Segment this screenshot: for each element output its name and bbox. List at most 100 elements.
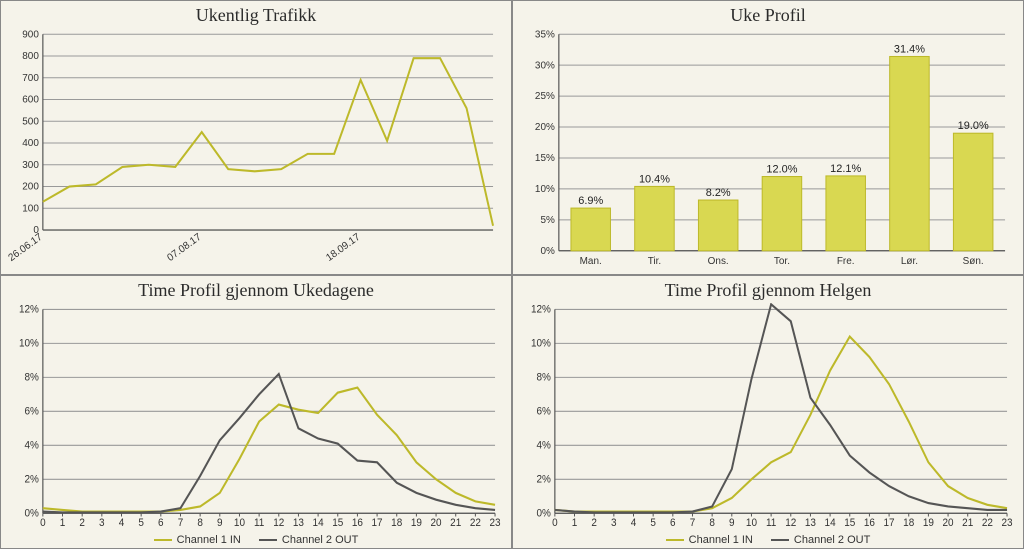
svg-text:6.9%: 6.9% bbox=[578, 195, 603, 207]
svg-text:30%: 30% bbox=[535, 60, 555, 71]
svg-text:8: 8 bbox=[197, 517, 203, 528]
svg-text:2%: 2% bbox=[536, 474, 550, 485]
svg-text:18.09.17: 18.09.17 bbox=[324, 231, 362, 264]
legend-item-ch1: Channel 1 IN bbox=[666, 534, 753, 546]
svg-text:5: 5 bbox=[650, 517, 656, 528]
svg-text:900: 900 bbox=[22, 29, 39, 40]
svg-text:Tor.: Tor. bbox=[774, 256, 790, 267]
svg-text:600: 600 bbox=[22, 94, 39, 105]
chart-weekday-hourly: 0%2%4%6%8%10%12%012345678910111213141516… bbox=[7, 303, 505, 533]
legend-label: Channel 2 OUT bbox=[794, 534, 870, 546]
svg-text:12.1%: 12.1% bbox=[830, 163, 861, 175]
panel-week-profile: Uke Profil 0%5%10%15%20%25%30%35%6.9%Man… bbox=[512, 0, 1024, 275]
legend-weekday: Channel 1 IN Channel 2 OUT bbox=[7, 532, 505, 546]
svg-text:8%: 8% bbox=[536, 372, 550, 383]
svg-text:21: 21 bbox=[962, 517, 973, 528]
svg-text:18: 18 bbox=[391, 517, 402, 528]
legend-swatch bbox=[666, 539, 684, 542]
svg-text:25%: 25% bbox=[535, 91, 555, 102]
svg-text:11: 11 bbox=[254, 517, 265, 528]
legend-item-ch2: Channel 2 OUT bbox=[771, 534, 870, 546]
svg-text:Ons.: Ons. bbox=[708, 256, 729, 267]
svg-text:13: 13 bbox=[293, 517, 304, 528]
svg-text:4%: 4% bbox=[24, 440, 38, 451]
svg-text:17: 17 bbox=[884, 517, 895, 528]
svg-text:2%: 2% bbox=[24, 474, 38, 485]
svg-text:11: 11 bbox=[766, 517, 777, 528]
legend-item-ch1: Channel 1 IN bbox=[154, 534, 241, 546]
legend-item-ch2: Channel 2 OUT bbox=[259, 534, 358, 546]
svg-text:1: 1 bbox=[572, 517, 578, 528]
svg-text:13: 13 bbox=[805, 517, 816, 528]
svg-text:6%: 6% bbox=[536, 406, 550, 417]
svg-text:22: 22 bbox=[470, 517, 481, 528]
legend-swatch bbox=[259, 539, 277, 542]
svg-text:15: 15 bbox=[332, 517, 343, 528]
svg-text:07.08.17: 07.08.17 bbox=[166, 231, 204, 264]
panel-weekly-traffic: Ukentlig Trafikk 01002003004005006007008… bbox=[0, 0, 512, 275]
svg-text:7: 7 bbox=[178, 517, 184, 528]
chart-week-profile: 0%5%10%15%20%25%30%35%6.9%Man.10.4%Tir.8… bbox=[519, 28, 1017, 272]
svg-text:20%: 20% bbox=[535, 122, 555, 133]
svg-text:800: 800 bbox=[22, 51, 39, 62]
panel-weekend-hourly: Time Profil gjennom Helgen 0%2%4%6%8%10%… bbox=[512, 275, 1024, 549]
svg-text:10%: 10% bbox=[531, 338, 551, 349]
svg-text:0: 0 bbox=[552, 517, 558, 528]
svg-text:6%: 6% bbox=[24, 406, 38, 417]
dashboard-grid: Ukentlig Trafikk 01002003004005006007008… bbox=[0, 0, 1024, 549]
svg-text:16: 16 bbox=[352, 517, 363, 528]
svg-text:3: 3 bbox=[611, 517, 617, 528]
svg-text:6: 6 bbox=[670, 517, 676, 528]
svg-text:10: 10 bbox=[234, 517, 245, 528]
svg-text:0%: 0% bbox=[24, 508, 38, 519]
svg-text:200: 200 bbox=[22, 181, 39, 192]
chart-weekly-traffic: 010020030040050060070080090026.06.1707.0… bbox=[7, 28, 505, 272]
svg-text:15%: 15% bbox=[535, 153, 555, 164]
svg-text:3: 3 bbox=[99, 517, 105, 528]
legend-label: Channel 1 IN bbox=[177, 534, 241, 546]
panel-title: Ukentlig Trafikk bbox=[7, 5, 505, 26]
legend-weekend: Channel 1 IN Channel 2 OUT bbox=[519, 532, 1017, 546]
svg-text:10: 10 bbox=[746, 517, 757, 528]
svg-text:19: 19 bbox=[923, 517, 934, 528]
panel-weekday-hourly: Time Profil gjennom Ukedagene 0% 2% 4% 6% 8%… bbox=[0, 275, 512, 549]
svg-text:12%: 12% bbox=[531, 304, 551, 315]
svg-text:4: 4 bbox=[631, 517, 637, 528]
svg-text:Søn.: Søn. bbox=[963, 256, 984, 267]
svg-text:17: 17 bbox=[372, 517, 383, 528]
svg-text:2: 2 bbox=[79, 517, 85, 528]
svg-text:300: 300 bbox=[22, 160, 39, 171]
legend-label: Channel 1 IN bbox=[689, 534, 753, 546]
svg-text:1: 1 bbox=[60, 517, 66, 528]
svg-text:9: 9 bbox=[217, 517, 223, 528]
svg-text:Man.: Man. bbox=[580, 256, 602, 267]
svg-text:Tir.: Tir. bbox=[648, 256, 661, 267]
legend-swatch bbox=[154, 539, 172, 542]
svg-text:23: 23 bbox=[489, 517, 500, 528]
svg-text:8%: 8% bbox=[24, 372, 38, 383]
svg-text:15: 15 bbox=[844, 517, 855, 528]
svg-text:0: 0 bbox=[40, 517, 46, 528]
svg-text:Lør.: Lør. bbox=[901, 256, 918, 267]
svg-text:26.06.17: 26.06.17 bbox=[7, 231, 45, 264]
svg-text:2: 2 bbox=[591, 517, 597, 528]
svg-text:19: 19 bbox=[411, 517, 422, 528]
svg-text:500: 500 bbox=[22, 116, 39, 127]
panel-title: Uke Profil bbox=[519, 5, 1017, 26]
panel-title: Time Profil gjennom Helgen bbox=[519, 280, 1017, 301]
svg-text:10%: 10% bbox=[535, 184, 555, 195]
legend-label: Channel 2 OUT bbox=[282, 534, 358, 546]
panel-title: Time Profil gjennom Ukedagene bbox=[7, 280, 505, 301]
chart-weekend-hourly: 0%2%4%6%8%10%12%012345678910111213141516… bbox=[519, 303, 1017, 533]
svg-text:19.0%: 19.0% bbox=[958, 120, 989, 132]
svg-text:12: 12 bbox=[785, 517, 796, 528]
svg-text:12%: 12% bbox=[19, 304, 39, 315]
svg-text:14: 14 bbox=[825, 517, 836, 528]
svg-text:4%: 4% bbox=[536, 440, 550, 451]
svg-text:5: 5 bbox=[138, 517, 144, 528]
svg-text:22: 22 bbox=[982, 517, 993, 528]
svg-text:14: 14 bbox=[313, 517, 324, 528]
svg-text:12: 12 bbox=[273, 517, 284, 528]
svg-text:35%: 35% bbox=[535, 29, 555, 40]
svg-text:0%: 0% bbox=[540, 246, 554, 257]
